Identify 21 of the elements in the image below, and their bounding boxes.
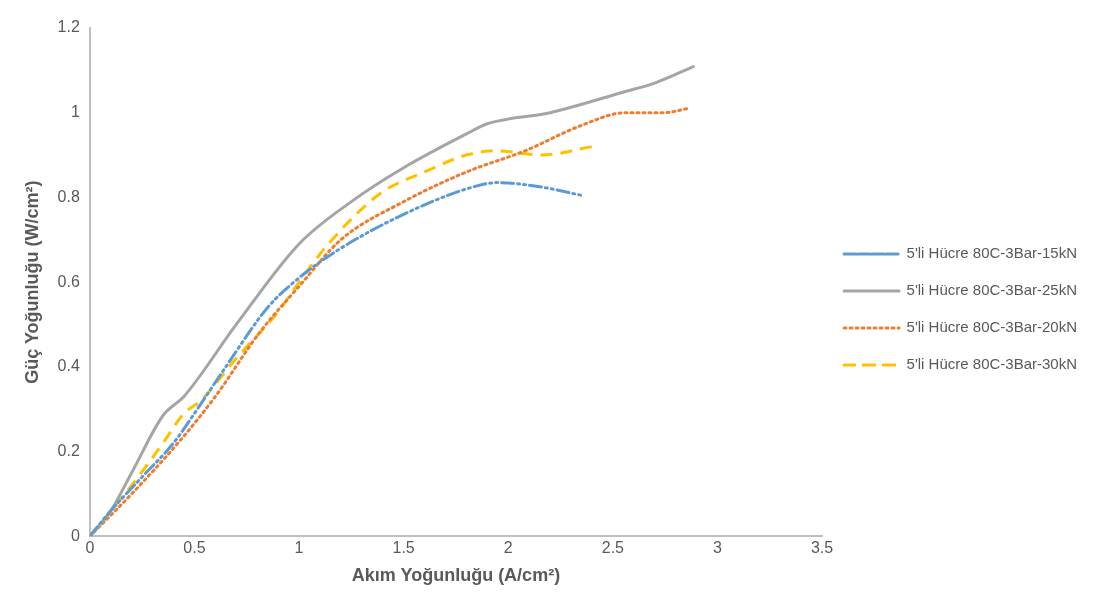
x-tick-label: 2.5 (601, 539, 625, 557)
x-axis-title: Akım Yoğunluğu (A/cm²) (351, 565, 561, 586)
y-tick-label: 0.6 (57, 272, 80, 290)
y-tick-label: 0.8 (57, 187, 80, 205)
y-axis-title: Güç Yoğunluğu (W/cm²) (21, 180, 42, 384)
x-tick-label: 3 (713, 539, 723, 557)
x-tick-label: 1.5 (392, 539, 415, 557)
y-tick-label: 1 (70, 103, 80, 121)
x-tick-label: 3.5 (810, 539, 834, 557)
legend-label: 5'li Hücre 80C-3Bar-25kN (906, 281, 1078, 299)
y-tick-label: 0.4 (57, 357, 80, 375)
legend-label: 5'li Hücre 80C-3Bar-30kN (906, 355, 1078, 373)
x-tick-label: 1 (294, 539, 304, 557)
legend-label: 5'li Hücre 80C-3Bar-15kN (906, 244, 1078, 262)
y-tick-label: 0 (70, 526, 80, 544)
x-tick-label: 2 (503, 539, 513, 557)
legend-label: 5'li Hücre 80C-3Bar-20kN (906, 318, 1078, 336)
y-tick-label: 1.2 (57, 18, 80, 36)
x-tick-label: 0.5 (183, 539, 206, 557)
y-tick-label: 0.2 (57, 441, 80, 459)
x-tick-label: 0 (85, 539, 95, 557)
